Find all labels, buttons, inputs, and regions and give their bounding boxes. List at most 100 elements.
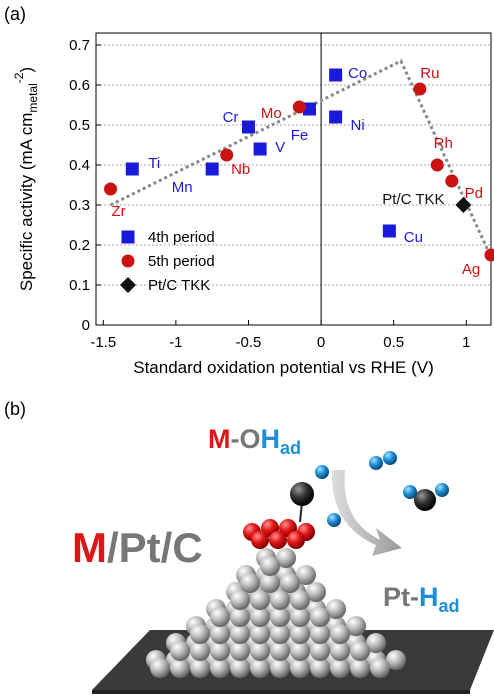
sphere [260, 556, 280, 576]
sphere [403, 485, 417, 499]
y-tick-label: 0.2 [69, 237, 90, 254]
y-label-part: ) [17, 67, 36, 73]
point-label: Nb [231, 161, 250, 178]
y-label-part: -2 [12, 72, 26, 83]
marker [126, 163, 139, 176]
arrow [332, 470, 402, 556]
sphere [280, 573, 300, 593]
point-label: Fe [291, 127, 309, 144]
label-part: Pt- [383, 582, 419, 612]
point-label: Mn [172, 179, 193, 196]
panel-label: (b) [4, 399, 26, 419]
marker [242, 121, 255, 134]
point-label: Mo [261, 105, 282, 122]
point-label: Ti [148, 155, 160, 172]
x-tick-label: -1 [169, 334, 182, 351]
sphere [290, 482, 314, 506]
trend-line [111, 61, 491, 257]
y-tick-label: 0.5 [69, 117, 90, 134]
sphere [383, 451, 397, 465]
sphere [435, 483, 449, 497]
y-label-part: metal [26, 83, 40, 112]
x-tick-label: 0 [317, 334, 325, 351]
y-tick-label: 0 [82, 317, 90, 334]
marker [485, 249, 494, 262]
sphere [287, 531, 305, 549]
marker [445, 175, 458, 188]
sphere [310, 607, 330, 627]
series: Zr Nb Mo Ru Rh Pd Ag [104, 65, 494, 278]
label-part: M [208, 424, 231, 454]
sphere [330, 624, 350, 644]
legend-label: 4th period [148, 229, 215, 246]
marker [383, 225, 396, 238]
marker [293, 101, 306, 114]
x-tick-label: -0.5 [236, 334, 262, 351]
marker [122, 255, 135, 268]
legend-label: Pt/C TKK [148, 277, 210, 294]
label-part: /Pt/C [107, 524, 203, 571]
marker [329, 111, 342, 124]
substrate-edge [92, 690, 470, 694]
y-tick-label: 0.6 [69, 77, 90, 94]
legend-label: 5th period [148, 253, 215, 270]
point-label: V [275, 139, 285, 156]
chart: 0 0.1 0.2 0.3 0.4 0.5 0.6 0.7 -1.5 -1 -0.5 0 0.5 1 Sta… [12, 33, 494, 377]
sphere [250, 590, 270, 610]
marker [206, 163, 219, 176]
marker [122, 231, 135, 244]
point-label: Cr [223, 109, 239, 126]
catalyst-label: M/Pt/C [72, 524, 203, 571]
y-tick-label: 0.7 [69, 37, 90, 54]
label-part: ad [439, 596, 460, 616]
m-oh-label: M-OHad [208, 424, 301, 458]
marker [431, 159, 444, 172]
label-part: -O [231, 424, 261, 454]
y-tick-label: 0.4 [69, 157, 90, 174]
point-label: Rh [434, 135, 453, 152]
panel-label: (a) [4, 4, 26, 24]
point-label: Pt/C TKK [382, 191, 444, 208]
sphere [315, 465, 329, 479]
sphere [370, 658, 390, 678]
y-tick-label: 0.3 [69, 197, 90, 214]
y-label-part: Specific activity (mA cm [17, 113, 36, 292]
series: Pt/C TKK [382, 191, 471, 213]
label-part: H [261, 424, 281, 454]
x-tick-label: 0.5 [383, 334, 404, 351]
marker [220, 149, 233, 162]
y-tick-label: 0.1 [69, 277, 90, 294]
sphere [240, 573, 260, 593]
sphere [251, 531, 269, 549]
sphere [327, 513, 341, 527]
point-label: Pd [465, 185, 483, 202]
marker [120, 277, 136, 293]
point-label: Ag [462, 261, 480, 278]
marker [413, 83, 426, 96]
sphere [170, 641, 190, 661]
point-label: Ru [420, 65, 439, 82]
pt-h-label: Pt-Had [383, 582, 460, 616]
illustration [92, 451, 494, 694]
marker [329, 69, 342, 82]
marker [254, 143, 267, 156]
sphere [270, 590, 290, 610]
point-label: Cu [404, 229, 423, 246]
point-label: Ni [351, 117, 365, 134]
sphere [210, 607, 230, 627]
label-part: H [419, 582, 439, 612]
sphere [350, 641, 370, 661]
x-axis-label: Standard oxidation potential vs RHE (V) [133, 358, 434, 377]
x-tick-label: -1.5 [90, 334, 116, 351]
point-label: Co [348, 65, 367, 82]
sphere [269, 531, 287, 549]
point-label: Zr [111, 203, 125, 220]
series: Ti Mn Cr V Fe Co Ni Cu [126, 65, 423, 246]
x-tick-label: 1 [462, 334, 470, 351]
label-part: ad [280, 438, 301, 458]
sphere [369, 456, 383, 470]
sphere [290, 590, 310, 610]
sphere [230, 590, 250, 610]
sphere [414, 489, 436, 511]
